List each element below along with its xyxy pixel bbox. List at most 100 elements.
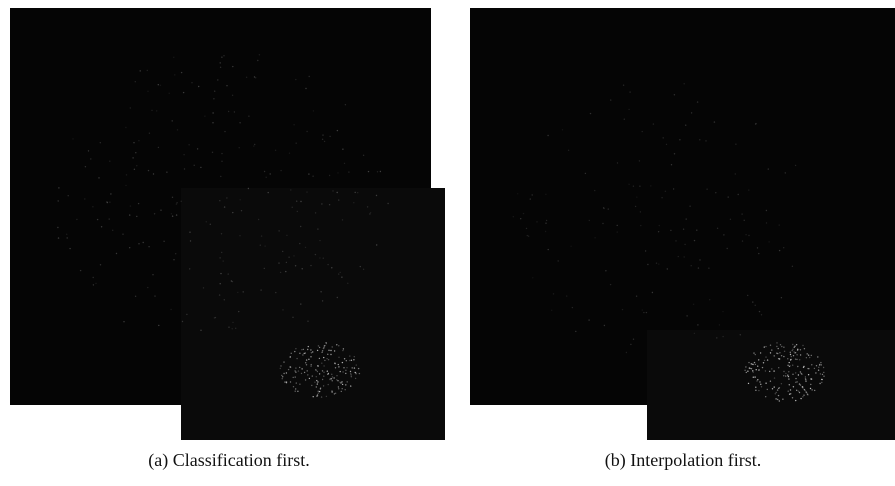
speckle <box>796 359 797 360</box>
speckle <box>140 70 141 71</box>
speckle <box>297 211 298 212</box>
speckle <box>802 345 803 346</box>
speckle <box>673 188 674 189</box>
speckle <box>327 371 328 372</box>
speckle <box>138 203 139 204</box>
speckle <box>790 359 791 360</box>
speckle <box>221 57 222 58</box>
speckle <box>344 358 345 359</box>
speckle <box>780 344 781 345</box>
speckle <box>792 365 793 366</box>
speckle <box>822 374 823 375</box>
speckle <box>181 201 182 202</box>
speckle <box>741 213 742 214</box>
speckle <box>799 383 800 384</box>
speckle <box>808 368 809 369</box>
speckle <box>116 253 117 254</box>
zoom-inset <box>647 330 895 440</box>
speckle <box>295 388 296 389</box>
speckle <box>814 390 815 391</box>
speckle <box>232 212 233 213</box>
speckle <box>304 372 305 373</box>
speckle <box>782 399 783 400</box>
speckle <box>546 220 547 221</box>
speckle <box>322 139 323 140</box>
speckle <box>815 372 816 373</box>
speckle <box>110 193 111 194</box>
speckle <box>791 356 792 357</box>
speckle <box>747 295 748 296</box>
speckle <box>221 252 222 253</box>
speckle <box>804 348 805 349</box>
speckle <box>154 213 155 214</box>
speckle <box>368 171 369 172</box>
speckle <box>153 173 154 174</box>
speckle <box>337 380 338 381</box>
speckle <box>296 143 297 144</box>
speckle <box>705 140 706 141</box>
speckle <box>186 314 187 315</box>
speckle <box>220 176 221 177</box>
speckle <box>575 331 576 332</box>
speckle <box>85 166 86 167</box>
speckle <box>313 110 314 111</box>
speckle <box>283 373 284 374</box>
speckle <box>377 171 378 172</box>
speckle <box>324 345 325 346</box>
speckle <box>132 157 133 158</box>
speckle <box>804 390 805 391</box>
speckle <box>748 362 749 363</box>
speckle <box>317 381 318 382</box>
speckle <box>311 385 312 386</box>
speckle <box>779 224 780 225</box>
speckle <box>226 197 227 198</box>
speckle <box>792 374 793 375</box>
speckle <box>765 370 766 371</box>
speckle <box>109 161 110 162</box>
speckle <box>158 147 159 148</box>
speckle <box>807 394 808 395</box>
speckle <box>307 349 308 350</box>
speckle <box>796 381 797 382</box>
speckle <box>264 268 265 269</box>
speckle <box>810 388 811 389</box>
speckle <box>353 359 354 360</box>
speckle <box>715 192 716 193</box>
speckle <box>778 395 779 396</box>
speckle <box>129 247 130 248</box>
speckle <box>528 236 529 237</box>
speckle <box>122 234 123 235</box>
speckle <box>787 365 788 366</box>
speckle <box>281 375 282 376</box>
speckle <box>387 203 388 204</box>
speckle <box>283 361 284 362</box>
speckle <box>810 384 811 385</box>
speckle <box>799 392 800 393</box>
speckle <box>197 148 198 149</box>
speckle <box>312 176 313 177</box>
speckle <box>814 368 815 369</box>
speckle <box>684 244 685 245</box>
speckle <box>639 186 640 187</box>
speckle <box>213 98 214 99</box>
speckle <box>147 70 148 71</box>
speckle <box>635 206 636 207</box>
speckle <box>765 396 766 397</box>
speckle <box>747 371 748 372</box>
speckle <box>241 210 242 211</box>
speckle <box>624 119 625 120</box>
speckle <box>630 344 631 345</box>
speckle <box>310 356 311 357</box>
speckle <box>626 352 627 353</box>
speckle <box>691 265 692 266</box>
speckle <box>735 144 736 145</box>
speckle <box>762 367 763 368</box>
speckle <box>191 82 192 83</box>
speckle <box>779 387 780 388</box>
speckle <box>642 131 643 132</box>
speckle <box>331 374 332 375</box>
speckle <box>336 344 337 345</box>
speckle <box>647 264 648 265</box>
speckle <box>779 352 780 353</box>
speckle <box>800 398 801 399</box>
